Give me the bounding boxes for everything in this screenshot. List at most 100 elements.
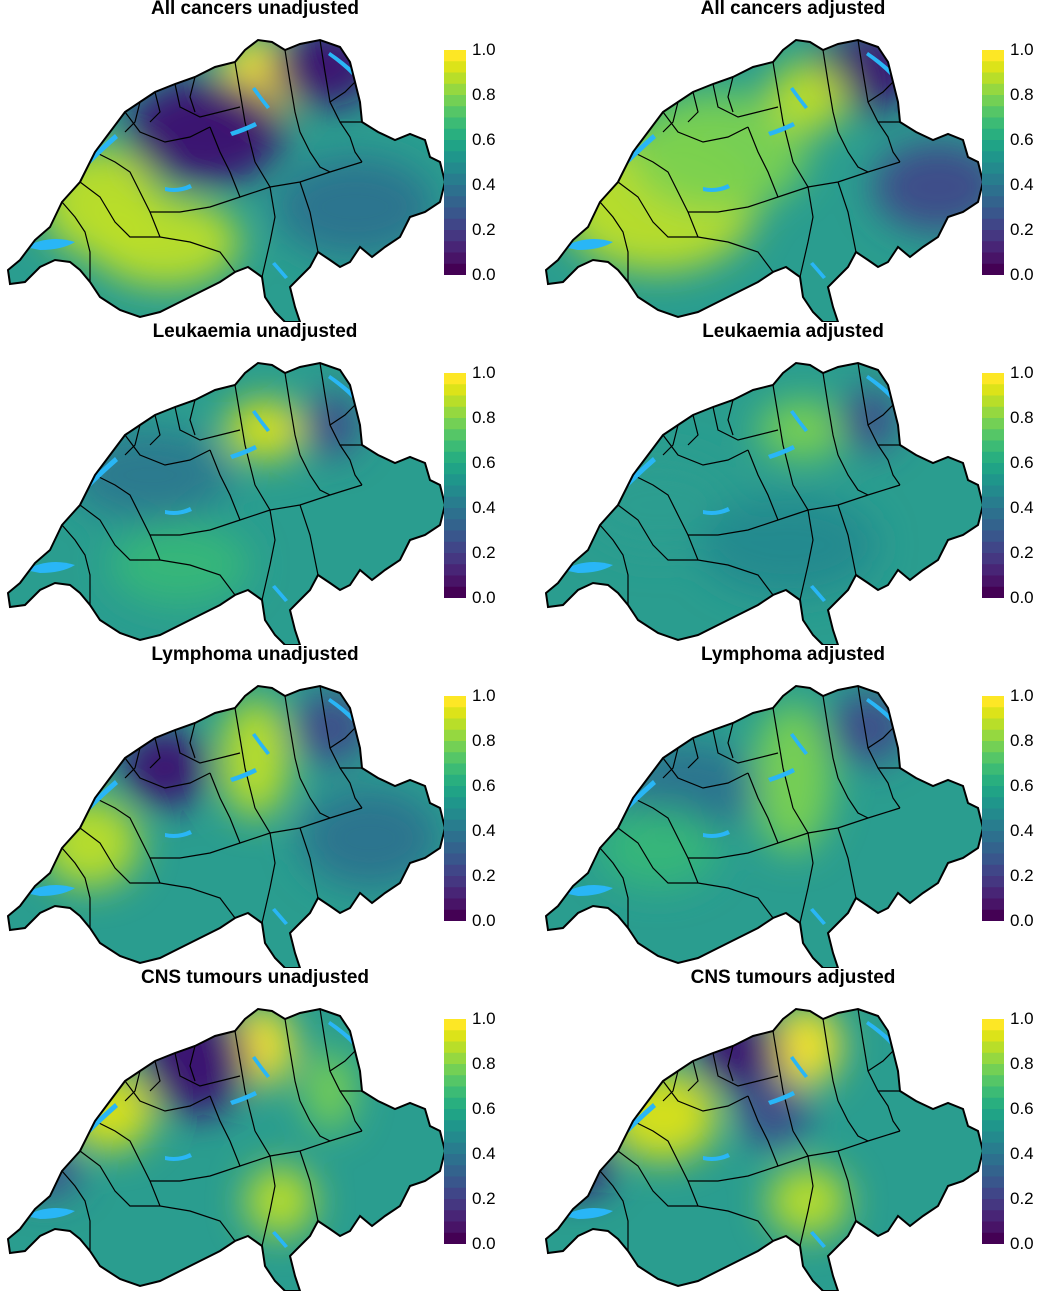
colorbar-segment — [444, 586, 466, 598]
colorbar-tick-label: 1.0 — [1010, 1009, 1034, 1028]
canton-border — [94, 474, 161, 561]
lake — [85, 134, 118, 166]
lake — [563, 1207, 613, 1219]
panel-title: Leukaemia adjusted — [702, 321, 884, 342]
colorbar-segment — [444, 83, 466, 96]
colorbar-tick-label: 0.4 — [1010, 175, 1034, 194]
colorbar-segment — [982, 1064, 1004, 1076]
colorbar-tick-label: 0.8 — [1010, 85, 1034, 104]
colorbar-tick-label: 0.0 — [1010, 1234, 1034, 1253]
canton-border — [822, 372, 839, 456]
panel-title: Leukaemia unadjusted — [152, 321, 358, 342]
colorbar-segment — [444, 418, 466, 430]
canton-border — [727, 76, 734, 113]
canton-border — [687, 1060, 699, 1092]
choropleth-map — [6, 38, 447, 322]
colorbar — [444, 1019, 466, 1244]
canton-border — [234, 707, 256, 809]
colorbar-segment — [982, 519, 1004, 531]
canton-border — [189, 1045, 196, 1082]
risk-surface-blob — [768, 1166, 848, 1236]
colorbar-segment — [444, 853, 466, 866]
colorbar-tick-label: 0.6 — [472, 776, 496, 795]
canton-border — [747, 449, 779, 521]
lake — [272, 1231, 288, 1248]
colorbar-segment — [444, 909, 466, 921]
canton-border — [299, 454, 331, 496]
choropleth-map — [544, 38, 985, 322]
lake — [252, 1056, 270, 1078]
canton-border — [299, 827, 319, 899]
colorbar-segment — [444, 196, 466, 208]
colorbar-segment — [982, 752, 1004, 764]
colorbar-segment — [982, 185, 1004, 197]
canton-border — [124, 424, 141, 456]
lake — [25, 238, 75, 250]
canton-border — [61, 524, 91, 605]
colorbar-segment — [982, 162, 1004, 175]
canton-border — [329, 81, 356, 103]
canton-border — [837, 777, 869, 819]
colorbar-segment — [444, 876, 466, 888]
colorbar-segment — [982, 83, 1004, 96]
colorbar-tick-label: 0.0 — [472, 588, 496, 607]
colorbar-segment — [444, 1030, 466, 1042]
colorbar-tick-label: 1.0 — [472, 1009, 496, 1028]
lake — [252, 733, 270, 755]
colorbar — [982, 1019, 1004, 1244]
colorbar-segment — [444, 541, 466, 554]
colorbar-segment — [982, 774, 1004, 787]
colorbar-tick-label: 0.4 — [1010, 1144, 1034, 1163]
colorbar-segment — [982, 61, 1004, 73]
canton-border — [209, 449, 241, 521]
canton-border — [837, 131, 869, 173]
colorbar-segment — [444, 1232, 466, 1244]
colorbar-segment — [982, 151, 1004, 163]
colorbar-tick-label: 0.4 — [472, 1144, 496, 1163]
canton-border — [329, 1050, 356, 1072]
canton-border — [329, 727, 356, 749]
colorbar-tick-label: 0.4 — [472, 821, 496, 840]
canton-border — [687, 414, 699, 446]
lake — [810, 1231, 826, 1248]
lake — [768, 1091, 795, 1105]
colorbar-tick-label: 0.0 — [1010, 265, 1034, 284]
colorbar-segment — [444, 1199, 466, 1211]
map-panel: All cancers unadjusted 1.0 0.8 0.6 0.4 0.2 0.0 — [0, 0, 521, 322]
colorbar-segment — [982, 140, 1004, 152]
canton-border — [599, 1170, 629, 1251]
lake — [85, 1103, 118, 1135]
colorbar-segment — [982, 575, 1004, 588]
canton-border — [712, 83, 779, 118]
colorbar-segment — [444, 1210, 466, 1222]
colorbar-segment — [444, 1142, 466, 1155]
canton-border — [792, 161, 814, 278]
colorbar — [982, 696, 1004, 921]
canton-border — [299, 131, 331, 173]
panel-title: CNS tumours unadjusted — [140, 967, 369, 988]
canton-border — [150, 484, 363, 536]
canton-border — [254, 807, 276, 924]
colorbar-tick-label: 0.4 — [1010, 498, 1034, 517]
colorbar-segment — [444, 887, 466, 899]
colorbar-segment — [444, 808, 466, 821]
canton-border — [662, 1070, 679, 1102]
colorbar-segment — [444, 774, 466, 787]
colorbar-segment — [982, 1019, 1004, 1031]
colorbar-tick-label: 0.8 — [472, 85, 496, 104]
colorbar-tick-label: 1.0 — [1010, 40, 1034, 59]
colorbar-segment — [444, 842, 466, 854]
colorbar-tick-label: 0.4 — [1010, 821, 1034, 840]
colorbar-segment — [982, 196, 1004, 208]
colorbar — [444, 373, 466, 598]
canton-border — [61, 201, 91, 282]
canton-border — [124, 101, 141, 133]
risk-surface-blob — [270, 40, 380, 107]
colorbar-segment — [444, 898, 466, 911]
canton-border — [837, 181, 857, 253]
colorbar-segment — [444, 1109, 466, 1121]
lake — [623, 457, 656, 489]
canton-border — [339, 1090, 363, 1132]
lake — [272, 908, 288, 925]
